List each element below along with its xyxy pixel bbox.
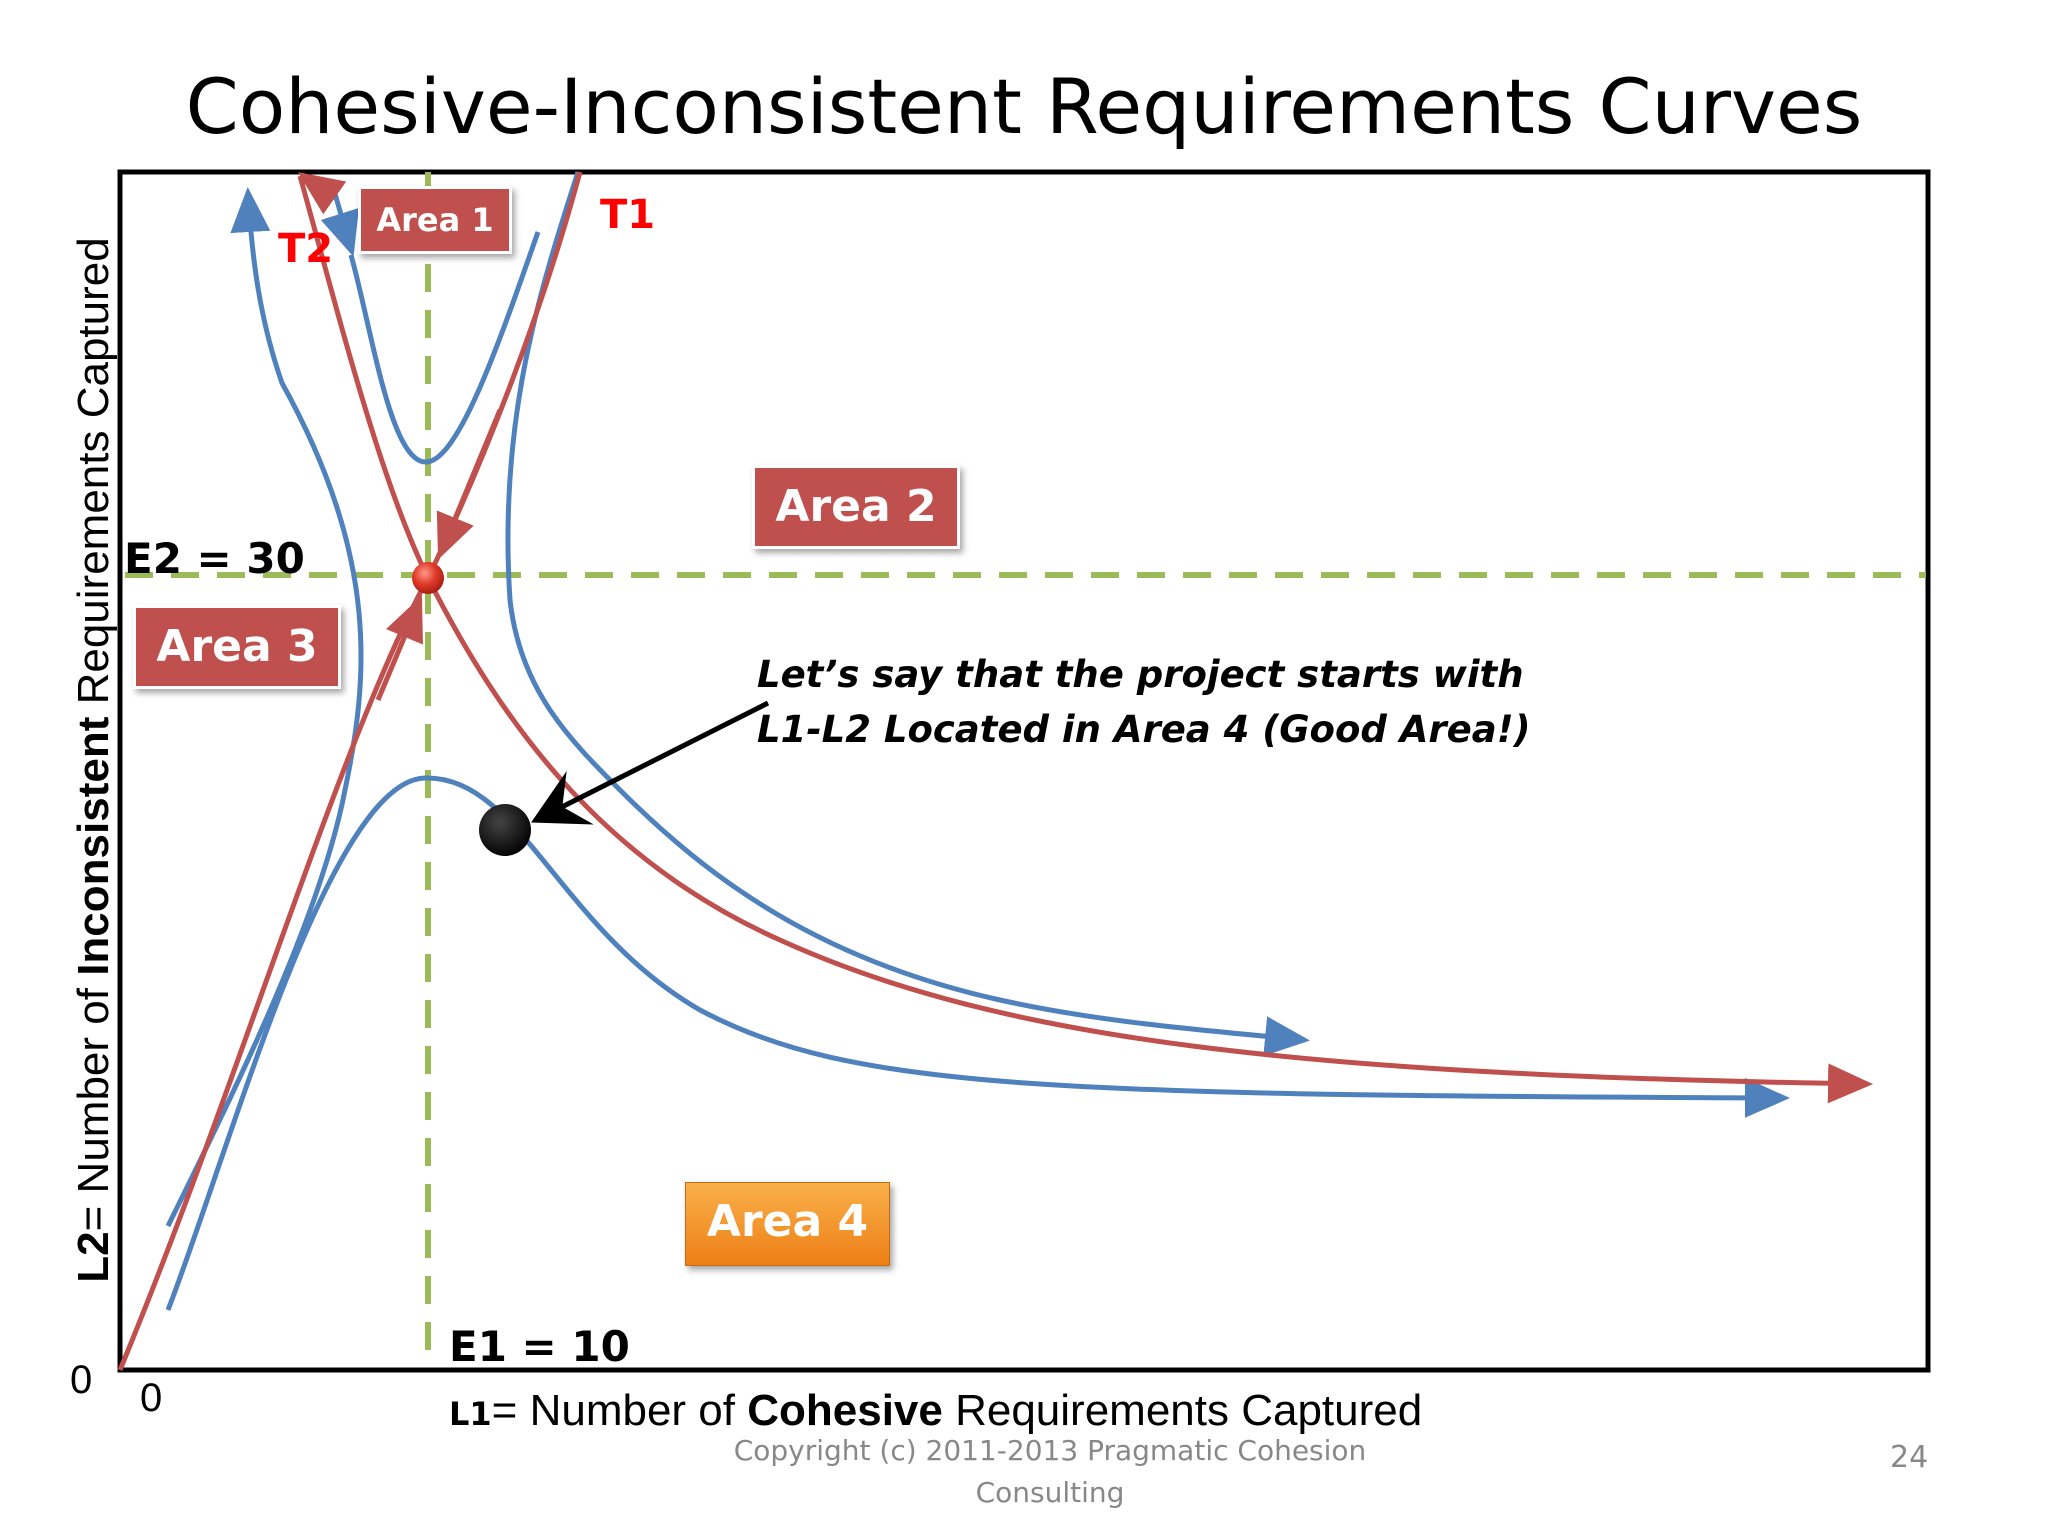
blue-curve-area4: [165, 775, 1790, 1311]
area-1-label: Area 1: [358, 186, 512, 254]
page-number: 24: [1890, 1440, 1929, 1475]
annotation-arrow: [531, 700, 770, 825]
x-axis-label: L1= Number of Cohesive Requirements Capt…: [449, 1386, 1422, 1436]
start-annotation: Let’s say that the project starts with L…: [757, 647, 1531, 757]
copyright-footer: Copyright (c) 2011-2013 Pragmatic Cohesi…: [640, 1430, 1460, 1514]
e1-label: E1 = 10: [449, 1322, 630, 1371]
y-origin-label: 0: [70, 1358, 93, 1402]
area-2-label: Area 2: [752, 465, 960, 549]
blue-curve-area2: [505, 171, 1310, 1057]
red-arrow-up: [375, 595, 423, 701]
y-axis-label-bold: Inconsistent: [69, 716, 118, 976]
x-origin-label: 0: [140, 1376, 163, 1420]
annotation-line-1: Let’s say that the project starts with: [757, 653, 1524, 696]
red-arrow-left-top: [297, 172, 347, 215]
t2-label: T2: [278, 226, 334, 272]
blue-curve-area1: [348, 231, 541, 465]
t1-label: T1: [600, 192, 656, 238]
area-3-label: Area 3: [133, 605, 341, 689]
red-arrow-down: [436, 409, 503, 560]
annotation-line-2: L1-L2 Located in Area 4 (Good Area!): [757, 708, 1531, 751]
x-axis-label-bold: Cohesive: [747, 1386, 943, 1435]
red-curve-t2: [297, 175, 1873, 1104]
area-4-label: Area 4: [685, 1182, 890, 1266]
equilibrium-point: [412, 562, 444, 594]
y-axis-label-suffix: Requirements Captured: [69, 237, 118, 717]
footer-line-1: Copyright (c) 2011-2013 Pragmatic Cohesi…: [733, 1434, 1367, 1467]
y-axis-label: L2= Number of Inconsistent Requirements …: [64, 215, 124, 1305]
slide-title: Cohesive-Inconsistent Requirements Curve…: [185, 62, 1863, 151]
x-axis-label-prefix: L1: [449, 1395, 492, 1433]
x-axis-label-suffix: Requirements Captured: [942, 1386, 1423, 1435]
blue-curve-area3: [165, 187, 364, 1228]
y-axis-label-prefix: L2: [69, 1231, 118, 1283]
x-axis-label-mid: = Number of: [491, 1386, 748, 1435]
plot-frame: [117, 169, 1931, 1373]
blue-curve-area2-upper: [320, 183, 359, 257]
start-point: [479, 804, 531, 856]
y-axis-label-mid: = Number of: [69, 975, 118, 1232]
footer-line-2: Consulting: [975, 1476, 1125, 1509]
e2-label: E2 = 30: [124, 534, 305, 583]
